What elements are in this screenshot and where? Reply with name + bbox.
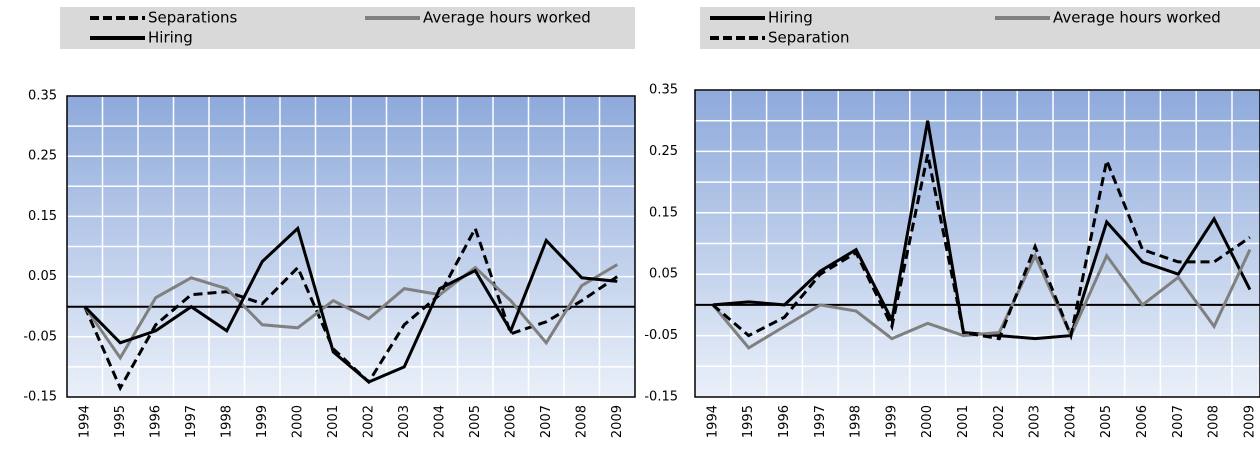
- series-line: [711, 154, 1251, 341]
- y-tick-label: 0.15: [28, 209, 57, 224]
- x-tick-label: 2004: [1063, 405, 1078, 438]
- x-tick-label: 1997: [184, 405, 199, 438]
- x-tick-label: 1996: [777, 405, 792, 438]
- legend-box: [700, 7, 1260, 49]
- series-line: [83, 263, 619, 361]
- plot-border: [66, 95, 636, 398]
- y-tick-label: 0.25: [649, 144, 678, 159]
- legend-label: Average hours worked: [423, 9, 591, 27]
- x-tick-label: 2005: [468, 405, 483, 438]
- series-line: [83, 224, 619, 392]
- y-tick-label: 0.05: [649, 267, 678, 282]
- y-tick-label: 0.05: [28, 269, 57, 284]
- x-tick-label: 2001: [326, 405, 341, 438]
- x-tick-label: 1995: [741, 405, 756, 438]
- x-tick-label: 2009: [1242, 405, 1257, 438]
- x-tick-label: 1998: [849, 405, 864, 438]
- x-tick-label: 1994: [77, 405, 92, 438]
- x-tick-label: 1994: [705, 405, 720, 438]
- x-tick-label: 2003: [1028, 405, 1043, 438]
- x-tick-label: 2001: [956, 405, 971, 438]
- y-tick-label: 0.35: [649, 83, 678, 98]
- series-line: [711, 249, 1252, 350]
- x-tick-label: 1998: [219, 405, 234, 438]
- x-tick-label: 1999: [255, 405, 270, 438]
- x-tick-label: 2006: [1135, 405, 1150, 438]
- x-tick-label: 2004: [432, 405, 447, 438]
- y-tick-label: 0.25: [28, 149, 57, 164]
- x-tick-label: 2008: [1207, 405, 1222, 438]
- x-tick-label: 1997: [813, 405, 828, 438]
- x-tick-label: 2005: [1099, 405, 1114, 438]
- x-tick-label: 2002: [361, 405, 376, 438]
- legend-label: Separation: [768, 29, 850, 47]
- x-tick-label: 2000: [920, 405, 935, 438]
- legend-label: Separations: [148, 9, 238, 27]
- x-tick-label: 1996: [148, 405, 163, 438]
- y-tick-label: 0.15: [649, 205, 678, 220]
- legend-label: Hiring: [148, 29, 193, 47]
- legend-label: Average hours worked: [1053, 9, 1221, 27]
- series-line: [83, 225, 618, 384]
- y-tick-label: -0.05: [644, 328, 678, 343]
- x-tick-label: 1995: [113, 405, 128, 438]
- y-tick-label: -0.15: [644, 390, 678, 405]
- x-tick-label: 2000: [290, 405, 305, 438]
- x-tick-label: 2008: [574, 405, 589, 438]
- x-tick-label: 2009: [610, 405, 625, 438]
- plot-border: [694, 89, 1260, 398]
- x-tick-label: 2002: [992, 405, 1007, 438]
- x-tick-label: 1999: [884, 405, 899, 438]
- y-tick-label: -0.15: [23, 390, 57, 405]
- legend-label: Hiring: [768, 9, 813, 27]
- legend-box: [60, 7, 635, 49]
- y-tick-label: 0.35: [28, 89, 57, 104]
- x-tick-label: 2007: [1171, 405, 1186, 438]
- x-tick-label: 2003: [397, 405, 412, 438]
- y-tick-label: -0.05: [23, 329, 57, 344]
- x-tick-label: 2006: [503, 405, 518, 438]
- x-tick-label: 2007: [539, 405, 554, 438]
